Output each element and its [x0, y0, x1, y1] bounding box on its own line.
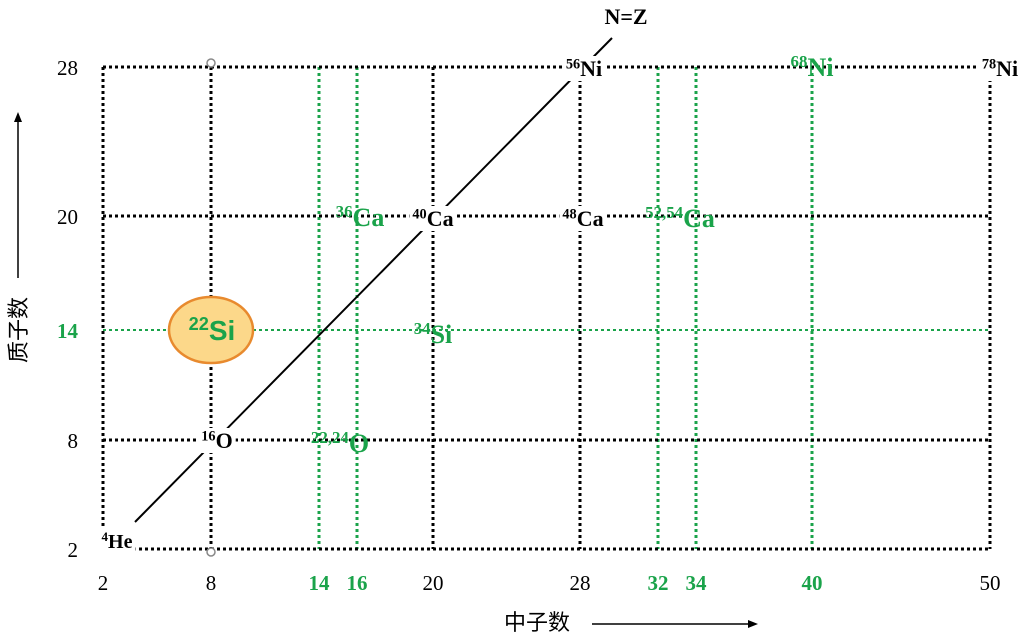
- mass-number: 52,54: [645, 203, 684, 222]
- element-symbol: Ca: [427, 206, 454, 231]
- label-background: [562, 56, 606, 81]
- element-symbol: Ca: [683, 204, 715, 233]
- y-tick-label: 14: [57, 319, 79, 343]
- mass-number: 34: [414, 319, 431, 338]
- element-symbol: Ni: [996, 56, 1018, 81]
- element-symbol: Si: [209, 315, 235, 346]
- nucleus-label: 52,54Ca: [645, 203, 715, 233]
- end-circle: [206, 547, 216, 557]
- x-tick-label: 2: [98, 571, 109, 595]
- nucleus-label: 48Ca: [562, 206, 603, 231]
- nucleus-label: 22,24O: [311, 428, 369, 458]
- nucleus-label: 56Ni: [566, 56, 602, 81]
- mass-number: 16: [201, 428, 215, 444]
- nucleus-label: 34Si: [414, 319, 453, 349]
- mass-number: 68: [791, 52, 808, 71]
- highlight-ellipse: [167, 295, 255, 365]
- nucleus-label: 16O: [201, 428, 232, 453]
- label-background: [98, 529, 136, 553]
- mass-number: 40: [412, 206, 426, 222]
- nucleus-label: 22Si: [189, 314, 236, 346]
- element-symbol: He: [108, 531, 133, 553]
- element-symbol: Ni: [807, 53, 833, 82]
- element-symbol: Ca: [353, 203, 385, 232]
- mass-number: 4: [102, 529, 109, 544]
- x-tick-label: 20: [423, 571, 444, 595]
- nucleus-label: 4He: [102, 529, 133, 553]
- x-tick-label: 16: [347, 571, 368, 595]
- nucleus-label: 78Ni: [982, 56, 1018, 81]
- x-tick-label: 34: [686, 571, 708, 595]
- nucleus-label: 36Ca: [336, 202, 385, 232]
- diagonal-label: N=Z: [604, 4, 647, 29]
- mass-number: 48: [562, 206, 576, 222]
- y-tick-label: 28: [57, 56, 78, 80]
- label-background: [559, 206, 607, 231]
- label-background: [409, 206, 457, 231]
- label-background: [198, 428, 236, 453]
- mass-number: 78: [982, 56, 996, 72]
- y-axis-title: 质子数: [7, 297, 32, 363]
- mass-number: 22,24: [311, 428, 350, 447]
- x-tick-label: 28: [570, 571, 591, 595]
- x-tick-label: 40: [802, 571, 823, 595]
- label-background: [978, 56, 1022, 81]
- x-tick-label: 32: [648, 571, 669, 595]
- element-symbol: Si: [431, 320, 453, 349]
- element-symbol: Ca: [577, 206, 604, 231]
- mass-number: 56: [566, 56, 580, 72]
- x-tick-label: 8: [206, 571, 217, 595]
- nucleus-label: 68Ni: [791, 52, 834, 82]
- element-symbol: Ni: [580, 56, 602, 81]
- x-axis-title: 中子数: [504, 611, 570, 636]
- x-arrow-head: [748, 620, 758, 628]
- element-symbol: O: [349, 429, 369, 458]
- end-circle: [206, 58, 216, 68]
- x-tick-label: 50: [980, 571, 1001, 595]
- x-tick-label: 14: [309, 571, 331, 595]
- y-tick-label: 20: [57, 205, 78, 229]
- y-arrow-head: [14, 112, 22, 122]
- element-symbol: O: [216, 428, 233, 453]
- mass-number: 36: [336, 202, 353, 221]
- y-tick-label: 2: [68, 538, 79, 562]
- mass-number: 22: [189, 314, 209, 334]
- y-tick-label: 8: [68, 429, 79, 453]
- nucleus-label: 40Ca: [412, 206, 453, 231]
